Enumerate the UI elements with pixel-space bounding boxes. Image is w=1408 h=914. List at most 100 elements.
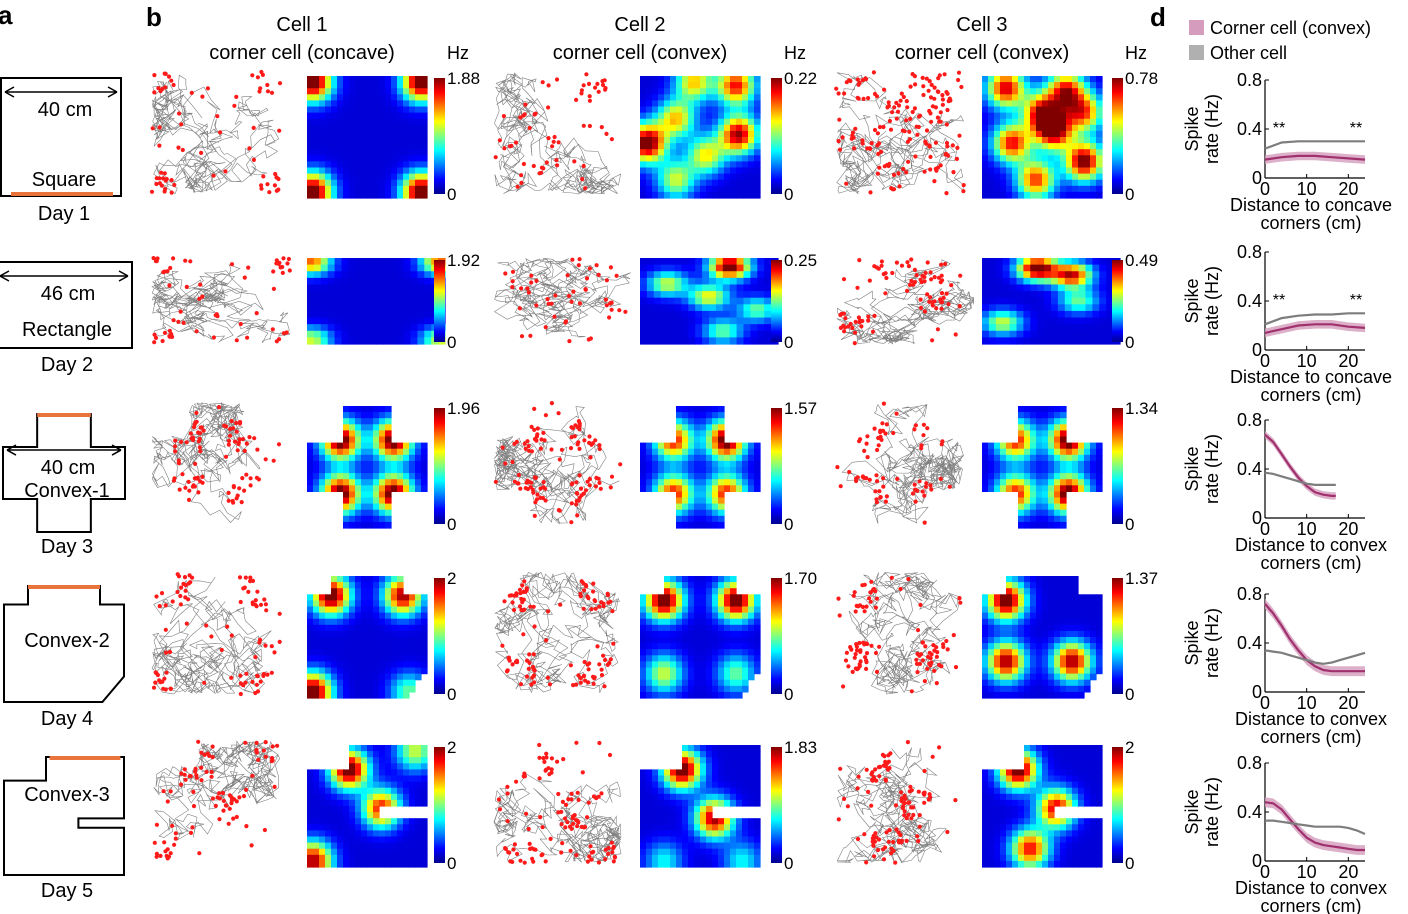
rate-bin bbox=[730, 173, 737, 181]
rate-bin bbox=[646, 88, 653, 95]
rate-bin bbox=[682, 143, 689, 150]
rate-bin bbox=[660, 271, 669, 279]
rate-bin bbox=[1036, 82, 1043, 89]
rate-bin bbox=[424, 304, 432, 312]
spike bbox=[909, 689, 914, 694]
rate-bin bbox=[403, 271, 412, 279]
rate-bin bbox=[982, 149, 989, 156]
rate-bin bbox=[1042, 106, 1049, 114]
rate-bin bbox=[415, 454, 422, 462]
rate-bin bbox=[1009, 264, 1018, 272]
rate-bin bbox=[1096, 137, 1103, 144]
rate-bin bbox=[355, 82, 362, 89]
rate-bin bbox=[1099, 284, 1107, 292]
rate-bin bbox=[640, 155, 647, 162]
trajectory-path bbox=[841, 403, 964, 524]
rate-bin bbox=[1057, 271, 1066, 279]
rate-bin bbox=[743, 324, 751, 332]
spike bbox=[276, 442, 282, 447]
rate-bin bbox=[712, 454, 719, 462]
rate-bin bbox=[1012, 448, 1019, 456]
environment-outline bbox=[3, 585, 125, 703]
rate-bin bbox=[736, 685, 743, 693]
rate-bin bbox=[1018, 94, 1025, 101]
rate-bin bbox=[1030, 167, 1037, 175]
rate-bin bbox=[682, 618, 689, 626]
rate-bin bbox=[361, 679, 368, 687]
rate-bin bbox=[702, 291, 710, 299]
rate-bin bbox=[385, 161, 392, 169]
spike bbox=[149, 189, 155, 194]
rate-bin bbox=[313, 124, 320, 132]
rate-bin bbox=[313, 106, 320, 114]
spike bbox=[928, 111, 933, 116]
rate-bin bbox=[748, 191, 755, 199]
rate-bin bbox=[676, 667, 683, 675]
rate-bin bbox=[1106, 258, 1114, 266]
spike bbox=[535, 492, 540, 497]
rate-bin bbox=[397, 100, 404, 108]
rate-bin bbox=[1006, 637, 1013, 644]
rate-bin bbox=[702, 310, 710, 319]
spike bbox=[518, 682, 524, 687]
rate-bin bbox=[379, 161, 386, 169]
spike bbox=[178, 593, 183, 599]
rate-bin bbox=[688, 277, 696, 286]
rate-bin bbox=[1054, 467, 1061, 474]
rate-bin bbox=[748, 94, 755, 101]
rate-bin bbox=[1078, 473, 1085, 480]
rate-bin bbox=[1016, 304, 1024, 312]
spike bbox=[837, 613, 842, 618]
rate-bin bbox=[676, 112, 683, 120]
spike bbox=[549, 401, 555, 406]
rate-bin bbox=[1006, 161, 1013, 169]
rate-bin bbox=[982, 673, 989, 681]
rate-bin bbox=[337, 600, 344, 608]
rate-bin bbox=[331, 161, 338, 169]
spike bbox=[280, 270, 285, 275]
spike bbox=[517, 306, 523, 311]
spike bbox=[218, 130, 223, 135]
spike bbox=[238, 420, 243, 425]
rate-bin bbox=[1096, 185, 1103, 193]
rate-bin bbox=[1012, 185, 1019, 193]
rate-bin bbox=[646, 649, 653, 656]
spike bbox=[234, 94, 239, 99]
rate-bin bbox=[1037, 258, 1045, 266]
rate-bin bbox=[1096, 173, 1103, 181]
rate-bin bbox=[403, 618, 410, 626]
rate-bin bbox=[718, 467, 725, 474]
rate-bin bbox=[1092, 291, 1100, 299]
spike bbox=[510, 662, 515, 667]
rate-bin bbox=[421, 185, 428, 193]
rate-bin bbox=[361, 497, 368, 505]
rate-bin bbox=[982, 649, 989, 656]
rate-bin bbox=[376, 324, 384, 332]
rate-bin bbox=[307, 291, 315, 299]
rate-bin bbox=[1024, 649, 1031, 656]
rate-bin bbox=[1030, 161, 1037, 169]
rate-bin bbox=[1030, 310, 1038, 319]
rate-bin bbox=[694, 643, 701, 650]
rate-bin bbox=[664, 149, 671, 156]
rate-bin bbox=[664, 691, 671, 699]
rate-bin bbox=[754, 76, 761, 83]
spike bbox=[602, 684, 607, 689]
rate-bin bbox=[313, 661, 320, 669]
spike bbox=[571, 289, 576, 294]
spike bbox=[269, 90, 275, 95]
rate-bin bbox=[718, 430, 725, 438]
rate-bin bbox=[361, 600, 368, 608]
rate-bin bbox=[391, 637, 398, 644]
rate-bin bbox=[379, 582, 386, 589]
spike bbox=[556, 140, 561, 145]
rate-bin bbox=[718, 418, 725, 425]
cell-1-day-4: 20 bbox=[151, 569, 456, 704]
spike bbox=[153, 335, 159, 340]
rate-bin bbox=[361, 655, 368, 662]
rate-bin bbox=[343, 473, 350, 480]
rate-bin bbox=[652, 130, 659, 138]
trajectory-plot bbox=[836, 257, 975, 346]
rate-bin bbox=[421, 467, 428, 474]
rate-bin bbox=[676, 503, 683, 511]
